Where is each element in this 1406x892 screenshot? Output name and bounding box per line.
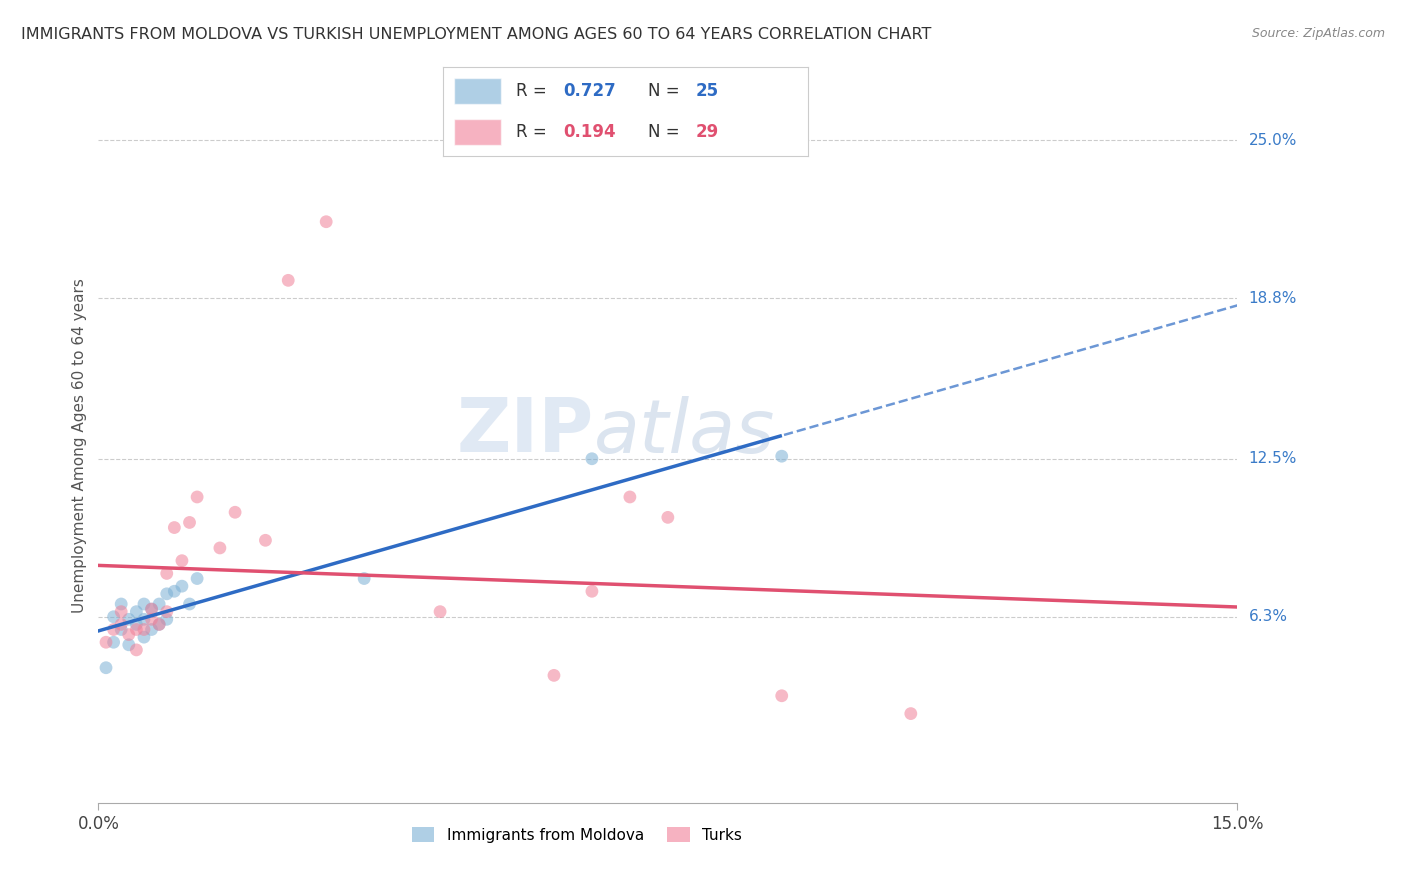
Point [125,643,148,657]
Point [186,490,208,504]
Point [179,516,201,530]
Point [657,510,679,524]
Text: 0.194: 0.194 [564,123,616,141]
Point [770,449,793,463]
Text: 18.8%: 18.8% [1249,291,1298,306]
Text: atlas: atlas [593,396,775,467]
Text: R =: R = [516,82,553,100]
Point [208,541,231,555]
Text: 25: 25 [695,82,718,100]
Point [141,623,163,637]
Point [125,623,148,637]
Point [156,612,179,626]
Text: 25.0%: 25.0% [1249,133,1298,148]
Point [156,605,179,619]
Point [619,490,641,504]
Y-axis label: Unemployment Among Ages 60 to 64 years: Unemployment Among Ages 60 to 64 years [72,278,87,614]
Point [179,597,201,611]
FancyBboxPatch shape [454,119,502,145]
Point [156,587,179,601]
Point [148,597,170,611]
Point [103,609,125,624]
Point [170,554,193,568]
Point [163,584,186,599]
Text: 12.5%: 12.5% [1249,451,1298,467]
Text: Source: ZipAtlas.com: Source: ZipAtlas.com [1251,27,1385,40]
Text: 6.3%: 6.3% [1249,609,1288,624]
Point [125,605,148,619]
Point [543,668,565,682]
Point [118,638,141,652]
Text: R =: R = [516,123,553,141]
Point [132,597,155,611]
Point [118,627,141,641]
Text: 29: 29 [695,123,718,141]
Text: N =: N = [648,82,685,100]
Point [429,605,451,619]
Point [110,617,132,632]
Point [254,533,277,548]
Point [94,661,117,675]
Point [141,602,163,616]
Point [315,215,337,229]
Text: ZIP: ZIP [457,395,593,468]
Point [148,617,170,632]
Point [353,572,375,586]
Point [110,597,132,611]
Point [132,623,155,637]
Point [148,617,170,632]
Point [186,572,208,586]
Point [156,566,179,581]
Point [170,579,193,593]
Point [581,584,603,599]
Point [277,273,299,287]
FancyBboxPatch shape [454,78,502,104]
Text: 0.727: 0.727 [564,82,616,100]
Text: N =: N = [648,123,685,141]
Point [224,505,246,519]
Point [141,602,163,616]
Point [103,635,125,649]
Point [103,623,125,637]
Point [770,689,793,703]
Point [132,630,155,644]
Point [94,635,117,649]
Point [141,612,163,626]
Text: IMMIGRANTS FROM MOLDOVA VS TURKISH UNEMPLOYMENT AMONG AGES 60 TO 64 YEARS CORREL: IMMIGRANTS FROM MOLDOVA VS TURKISH UNEMP… [21,27,931,42]
Point [118,612,141,626]
Point [110,605,132,619]
Point [581,451,603,466]
Point [163,520,186,534]
Point [132,612,155,626]
Point [125,617,148,632]
Legend: Immigrants from Moldova, Turks: Immigrants from Moldova, Turks [405,821,748,848]
Point [900,706,922,721]
Point [110,623,132,637]
